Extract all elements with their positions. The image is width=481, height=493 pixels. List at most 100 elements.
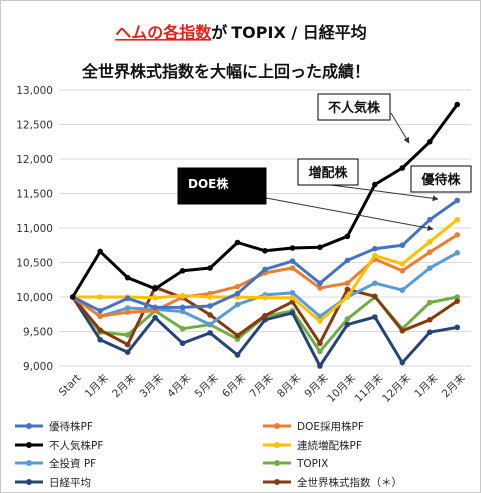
- callout-label: 増配株: [308, 165, 348, 181]
- callout: 優待株: [410, 165, 472, 193]
- x-tick-label: 1月末: [412, 371, 441, 400]
- data-point: [317, 313, 323, 320]
- data-point: [399, 328, 406, 334]
- x-tick-label: 2月末: [439, 371, 468, 400]
- data-point: [207, 303, 213, 309]
- data-point: [124, 341, 131, 348]
- data-point: [399, 165, 406, 171]
- x-tick-label: 1月末: [82, 371, 111, 400]
- data-point: [207, 312, 213, 318]
- data-point: [317, 363, 323, 369]
- data-point: [124, 295, 131, 302]
- data-point: [427, 239, 433, 245]
- series: [69, 101, 461, 300]
- data-point: [97, 248, 103, 255]
- data-point: [344, 286, 351, 293]
- data-point: [427, 299, 433, 306]
- callout-label: DOE株: [188, 176, 229, 191]
- legend-swatch-marker: [26, 442, 32, 448]
- legend-label: TOPIX: [296, 458, 328, 470]
- legend-swatch-marker: [26, 423, 32, 429]
- data-point: [97, 308, 103, 314]
- data-point: [344, 316, 351, 322]
- x-tick-label: 11月末: [352, 371, 386, 405]
- data-point: [344, 257, 351, 264]
- data-point: [262, 312, 268, 319]
- data-point: [427, 249, 433, 255]
- data-point: [152, 304, 158, 311]
- x-tick-label: 10月末: [324, 371, 358, 405]
- data-point: [234, 290, 241, 297]
- data-point: [179, 340, 186, 347]
- data-point: [289, 290, 296, 296]
- data-point: [124, 332, 131, 338]
- data-point: [317, 280, 323, 287]
- legend-swatch-marker: [26, 460, 32, 466]
- x-tick-label: 4月末: [164, 371, 193, 400]
- data-point: [152, 294, 158, 301]
- legend-item: 連続増配株PF: [263, 439, 362, 452]
- data-point: [317, 244, 323, 251]
- y-tick-label: 11,000: [16, 223, 53, 235]
- data-point: [262, 266, 268, 273]
- data-point: [454, 232, 461, 238]
- data-point: [69, 294, 76, 300]
- chart-title-rest: TOPIX / 日経平均: [231, 23, 367, 42]
- legend-label: 全世界株式指数（＊）: [297, 476, 402, 489]
- data-point: [179, 267, 186, 274]
- data-point: [262, 247, 268, 254]
- x-tick-label: 7月末: [247, 371, 276, 400]
- legend-label: 優待株PF: [49, 420, 93, 433]
- callout-box: [317, 93, 391, 121]
- data-point: [152, 314, 158, 321]
- data-point: [234, 352, 241, 358]
- x-tick-label: 6月末: [219, 371, 248, 400]
- data-point: [179, 308, 186, 315]
- data-point: [207, 330, 213, 336]
- x-axis-tick-labels: Start 1月末 2月末 3月末 4月末 5月末 6月末 7月末 8月末 9月末10月末11月末…: [57, 371, 469, 405]
- data-point: [427, 329, 433, 335]
- callout-arrow: [265, 197, 434, 231]
- data-point: [317, 340, 323, 347]
- data-point: [372, 293, 378, 300]
- series: [69, 294, 461, 369]
- series: [69, 232, 461, 320]
- data-point: [289, 310, 296, 316]
- y-tick-label: 10,500: [16, 258, 53, 270]
- data-point: [289, 265, 296, 271]
- callout-box: [177, 167, 267, 205]
- legend-item: 全投資 PF: [15, 457, 96, 470]
- data-point: [399, 242, 406, 249]
- y-tick-label: 11,500: [16, 189, 53, 201]
- data-point: [454, 324, 461, 331]
- x-tick-label: Start: [57, 372, 84, 399]
- data-point: [234, 283, 241, 290]
- x-tick-label: 5月末: [192, 371, 221, 400]
- legend-item: 不人気株PF: [15, 439, 103, 452]
- callout-box: [297, 158, 359, 186]
- data-point: [317, 348, 323, 355]
- data-point: [399, 261, 406, 267]
- legend-label: 全投資 PF: [49, 457, 96, 470]
- data-point: [207, 321, 213, 328]
- data-point: [234, 239, 241, 246]
- legend-swatch-marker: [274, 460, 280, 466]
- legend-swatch-marker: [26, 479, 32, 485]
- data-point: [124, 349, 131, 356]
- data-point: [289, 258, 296, 264]
- chart-subtitle: 全世界株式指数を大幅に上回った成績！: [81, 62, 370, 81]
- legend-item: 全世界株式指数（＊）: [263, 476, 402, 489]
- data-point: [124, 274, 131, 281]
- legend-label: 不人気株PF: [49, 439, 103, 452]
- data-point: [372, 314, 378, 320]
- data-point: [207, 265, 213, 271]
- series-lines: [69, 101, 461, 369]
- data-point: [262, 294, 268, 301]
- data-point: [344, 233, 351, 240]
- callout: 不人気株: [317, 93, 410, 144]
- data-point: [399, 359, 406, 366]
- data-point: [427, 216, 433, 223]
- data-point: [427, 316, 433, 323]
